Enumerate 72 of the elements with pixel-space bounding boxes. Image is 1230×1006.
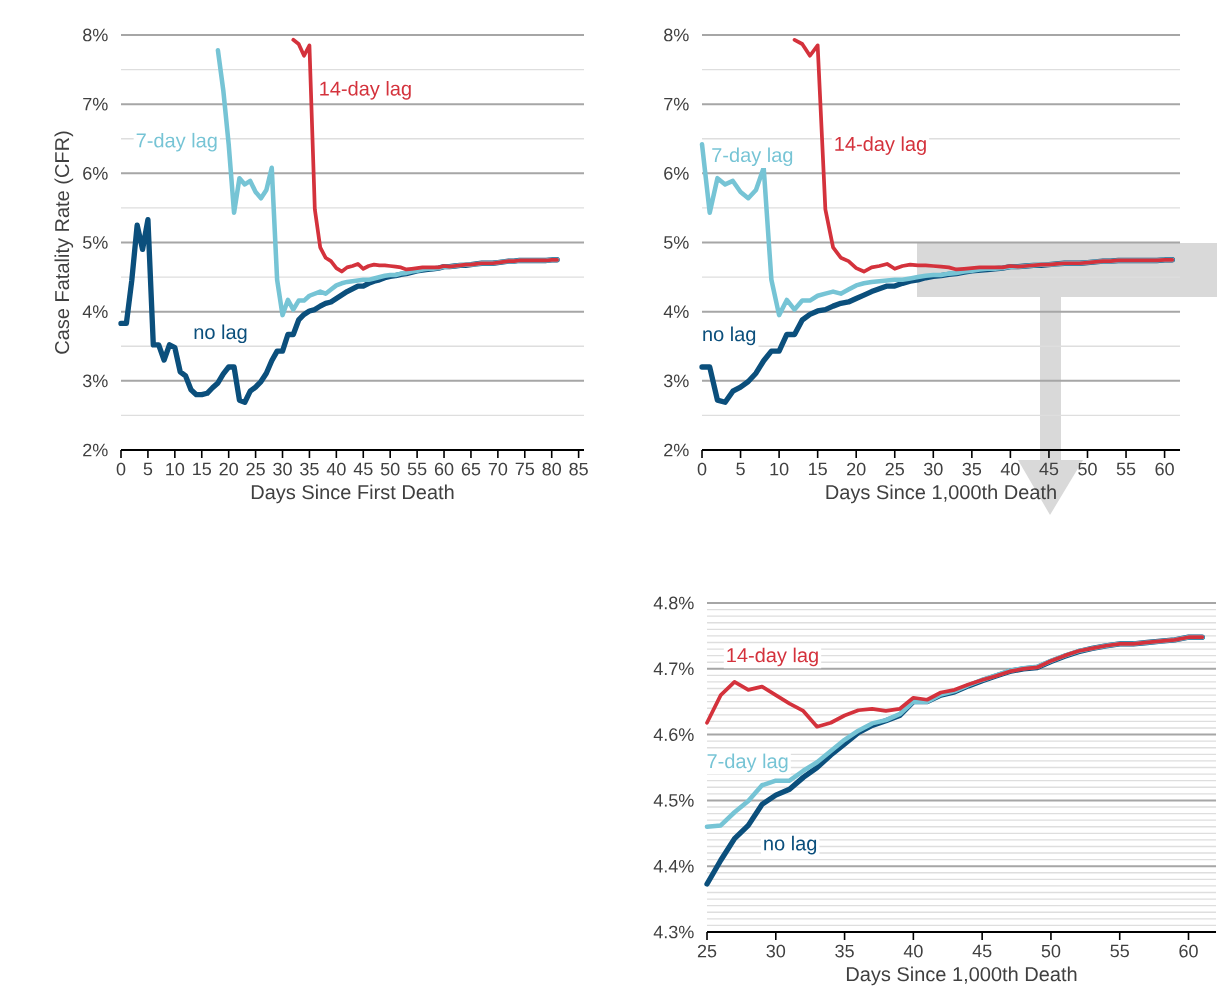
x-tick-label: 30 (923, 462, 943, 476)
x-tick-label: 45 (353, 462, 373, 476)
x-tick-label: 25 (697, 944, 717, 958)
x-axis-title: Days Since 1,000th Death (826, 484, 1056, 504)
y-tick-label: 4.6% (653, 728, 694, 741)
x-tick-label: 35 (835, 944, 854, 958)
x-tick-label: 55 (407, 462, 427, 476)
x-tick-label: 70 (488, 462, 508, 476)
x-tick-label: 10 (166, 462, 185, 476)
x-tick-label: 50 (380, 462, 400, 476)
y-tick-label: 4.3% (653, 925, 694, 939)
series-label: 7-day lag (136, 132, 217, 152)
y-tick-label: 2% (664, 443, 689, 457)
x-tick-label: 40 (1000, 462, 1020, 476)
series-label: no lag (194, 324, 247, 344)
y-tick-label: 7% (83, 97, 108, 111)
y-tick-label: 4% (82, 305, 108, 318)
y-tick-label: 4.8% (653, 596, 694, 610)
y-axis-title: Case Fatality Rate (CFR) (54, 131, 74, 354)
x-tick-label: 60 (434, 462, 454, 476)
x-tick-label: 5 (143, 462, 153, 476)
y-tick-label: 4.7% (653, 662, 694, 676)
x-tick-label: 75 (515, 462, 535, 476)
y-tick-label: 4.4% (653, 859, 694, 873)
x-tick-label: 45 (1039, 462, 1059, 476)
x-tick-label: 65 (461, 462, 481, 476)
y-tick-label: 5% (663, 236, 689, 249)
x-tick-label: 5 (736, 462, 745, 476)
y-tick-label: 8% (83, 28, 108, 42)
series-label: no lag (764, 835, 817, 855)
series-label: 7-day lag (712, 147, 793, 167)
x-axis-title: Days Since 1,000th Death (846, 966, 1077, 986)
series-label: 14-day lag (835, 136, 926, 155)
x-tick-label: 20 (847, 462, 866, 476)
y-tick-label: 6% (664, 166, 689, 180)
x-tick-label: 10 (770, 462, 789, 476)
x-axis-title: Days Since First Death (251, 484, 454, 504)
y-tick-label: 8% (664, 28, 689, 42)
x-tick-label: 80 (542, 462, 562, 476)
series-label: 14-day lag (320, 81, 411, 100)
y-tick-label: 4% (663, 305, 689, 318)
x-tick-label: 60 (1155, 462, 1174, 476)
y-tick-label: 6% (83, 166, 108, 180)
series-label: 14-day lag (727, 647, 818, 667)
x-tick-label: 40 (326, 462, 346, 476)
x-tick-label: 60 (1179, 944, 1198, 958)
x-tick-label: 50 (1041, 944, 1061, 958)
x-tick-label: 20 (219, 462, 238, 476)
x-tick-label: 15 (809, 462, 827, 476)
x-tick-label: 15 (193, 462, 212, 476)
y-tick-label: 4.5% (653, 794, 694, 807)
x-tick-label: 30 (766, 944, 786, 958)
y-tick-label: 3% (663, 374, 689, 388)
y-tick-label: 2% (83, 443, 108, 457)
y-tick-label: 5% (82, 236, 108, 249)
x-tick-label: 0 (697, 462, 707, 476)
x-tick-label: 85 (569, 462, 588, 476)
y-tick-label: 3% (82, 374, 108, 388)
y-tick-label: 7% (664, 97, 689, 111)
x-tick-label: 25 (246, 462, 265, 476)
x-tick-label: 30 (273, 462, 292, 476)
x-tick-label: 45 (972, 944, 992, 958)
series-label: 7-day lag (707, 753, 788, 773)
x-tick-label: 25 (885, 462, 905, 476)
x-tick-label: 35 (962, 462, 982, 476)
x-tick-label: 40 (903, 944, 923, 958)
x-tick-label: 55 (1110, 944, 1129, 958)
series-label: no lag (703, 326, 756, 346)
x-tick-label: 55 (1116, 462, 1136, 476)
x-tick-label: 50 (1078, 462, 1097, 476)
x-tick-label: 0 (116, 462, 126, 476)
x-tick-label: 35 (300, 462, 319, 476)
